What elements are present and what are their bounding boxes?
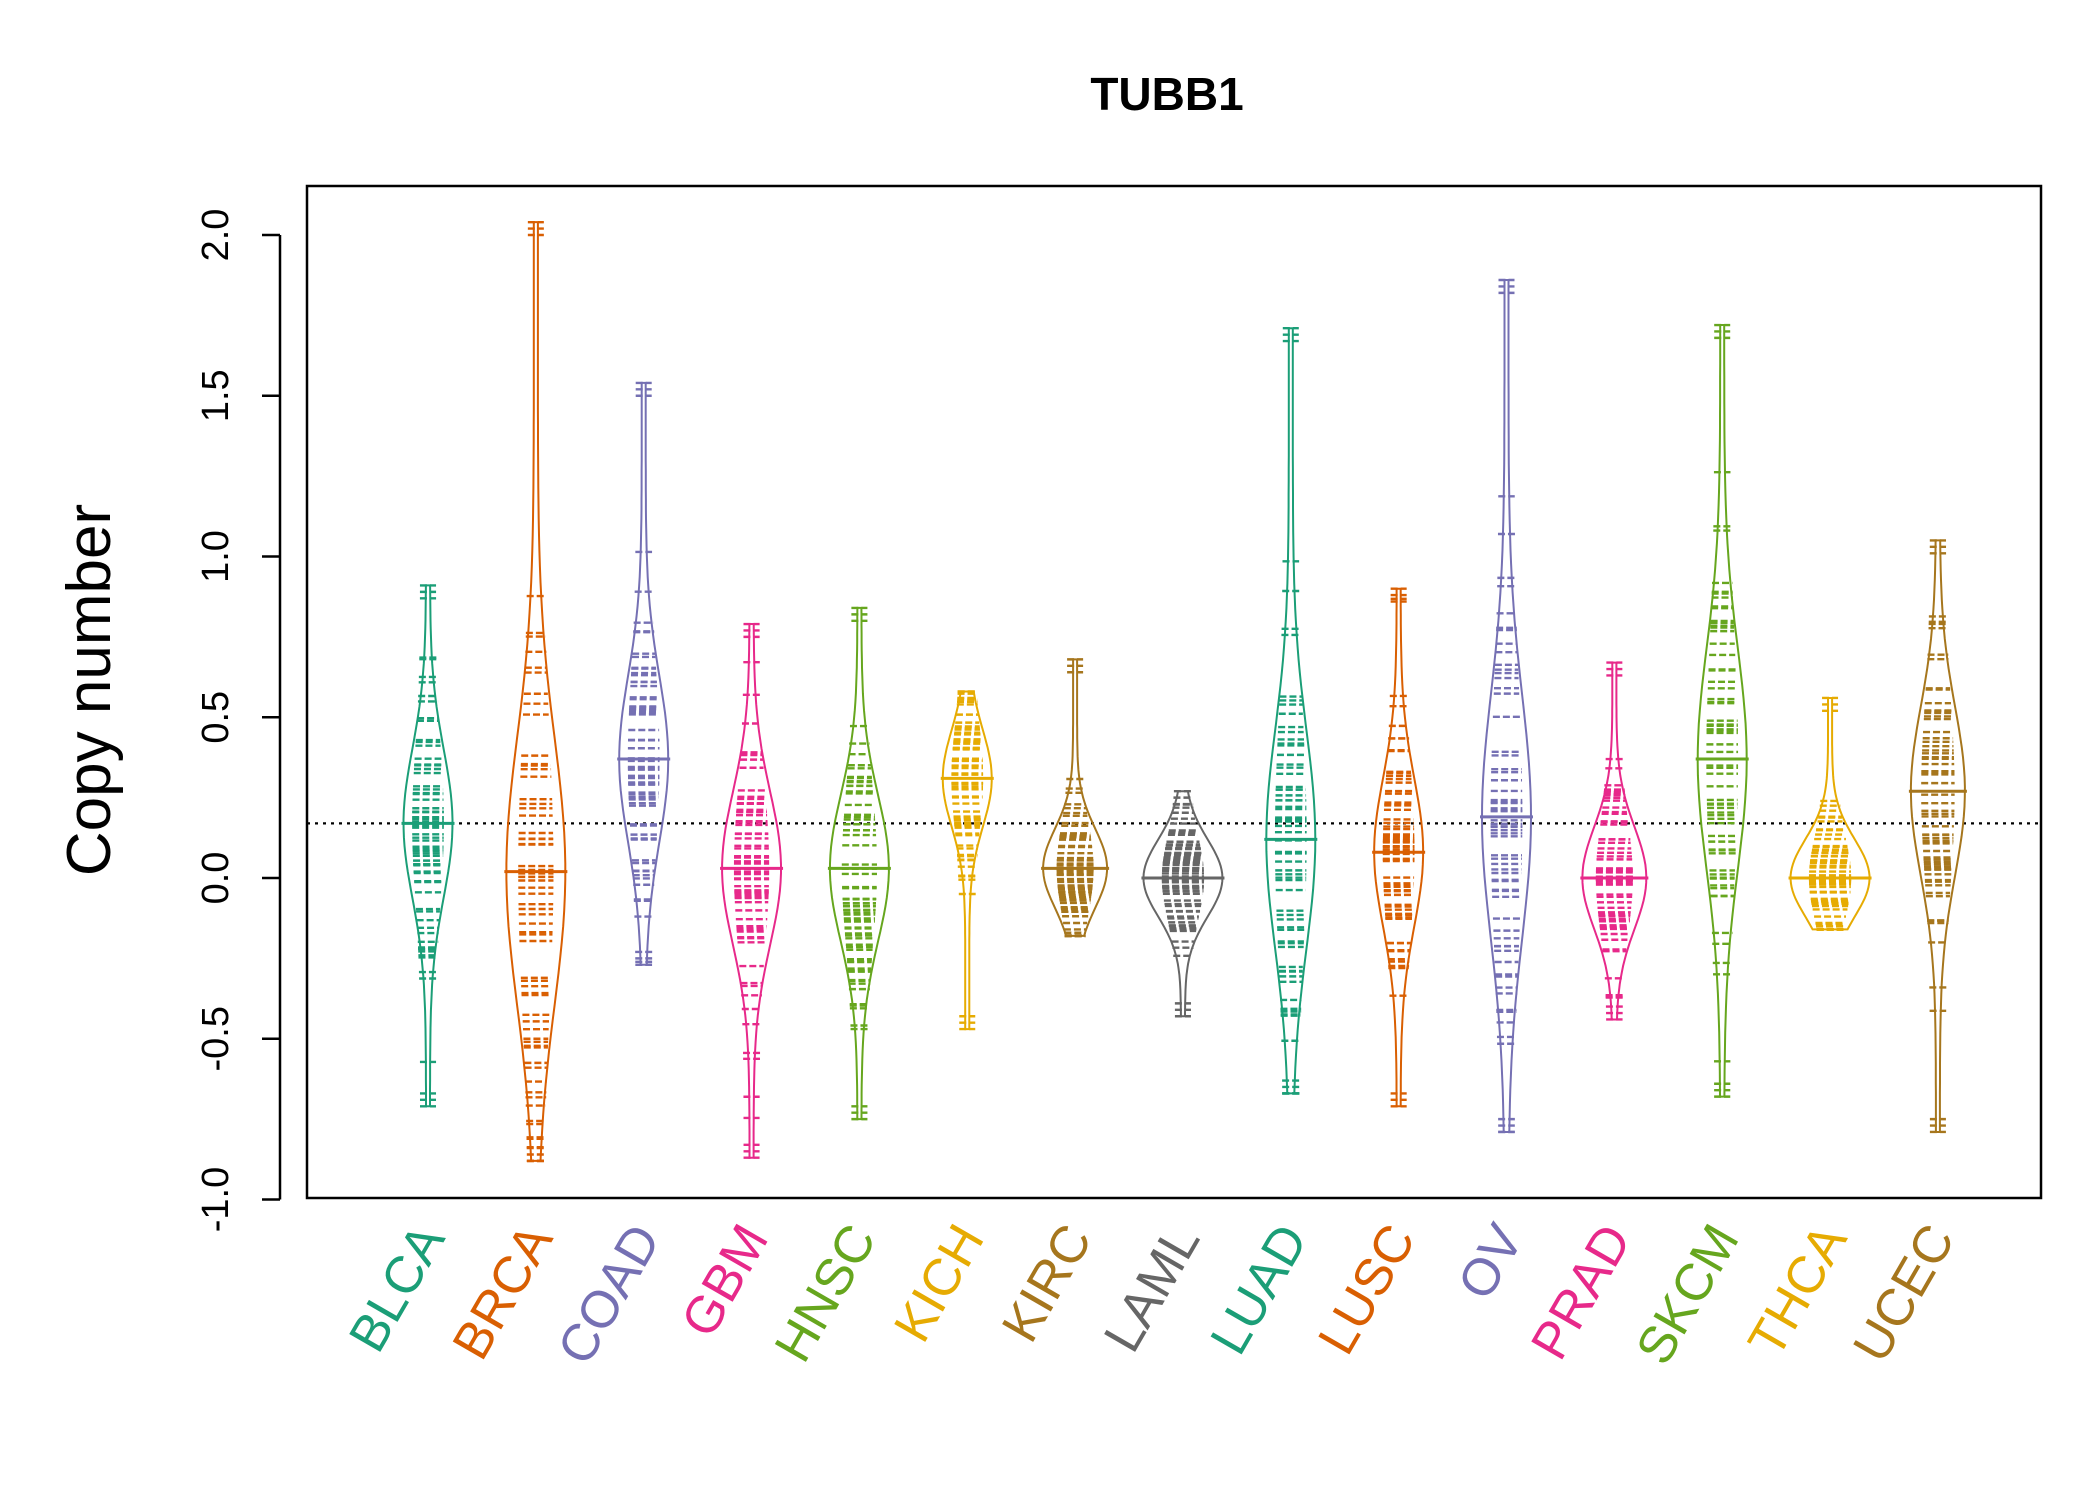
x-category-label: THCA xyxy=(1737,1215,1858,1367)
x-category-label: LUSC xyxy=(1307,1215,1427,1364)
x-category-label: PRAD xyxy=(1520,1215,1642,1369)
x-category-label: KIRC xyxy=(991,1215,1103,1352)
bean-density xyxy=(1789,697,1871,931)
bean-gbm xyxy=(720,622,784,1159)
chart-title: TUBB1 xyxy=(1090,68,1243,120)
y-tick-label: -1.0 xyxy=(195,1167,237,1232)
bean-lusc xyxy=(1372,587,1426,1108)
bean-density xyxy=(1480,279,1533,1133)
bean-brca xyxy=(504,220,568,1163)
bean-luad xyxy=(1264,327,1318,1095)
x-category-label: KICH xyxy=(883,1215,995,1352)
y-tick-label: 0.0 xyxy=(195,852,237,905)
y-tick-label: 1.5 xyxy=(195,369,237,422)
x-category-label: OV xyxy=(1447,1215,1535,1309)
bean-hnsc xyxy=(827,606,891,1121)
bean-coad xyxy=(617,381,671,967)
bean-density xyxy=(1581,661,1648,1021)
bean-thca xyxy=(1788,696,1872,931)
y-axis-label: Copy number xyxy=(55,504,124,876)
bean-kirc xyxy=(1041,658,1110,938)
bean-blca xyxy=(401,584,455,1108)
bean-ov xyxy=(1480,278,1533,1134)
x-category-label: BRCA xyxy=(442,1215,565,1369)
bean-skcm xyxy=(1695,323,1749,1098)
bean-density xyxy=(1142,790,1224,1018)
bean-prad xyxy=(1580,661,1649,1021)
bean-density xyxy=(1265,327,1317,1095)
y-tick-label: 2.0 xyxy=(195,209,237,262)
bean-kich xyxy=(940,690,994,1031)
y-tick-label: 1.0 xyxy=(195,530,237,583)
y-tick-label: 0.5 xyxy=(195,691,237,744)
x-category-label: LUAD xyxy=(1200,1215,1320,1364)
x-category-label: UCEC xyxy=(1842,1215,1966,1372)
x-category-label: COAD xyxy=(547,1215,672,1374)
x-category-label: SKCM xyxy=(1625,1215,1750,1374)
bean-density xyxy=(721,623,782,1159)
bean-density xyxy=(505,221,567,1162)
x-category-label: HNSC xyxy=(764,1215,888,1372)
bean-group xyxy=(401,220,1967,1163)
plot-frame xyxy=(305,184,2043,1200)
bean-density xyxy=(828,606,890,1121)
bean-ucec xyxy=(1908,539,1967,1134)
x-category-label: LAML xyxy=(1093,1215,1211,1362)
y-axis: -1.0 -0.5 0.0 0.5 1.0 1.5 2.0 xyxy=(195,209,282,1232)
bean-density xyxy=(1696,324,1748,1098)
x-category-label: GBM xyxy=(670,1215,779,1347)
bean-laml xyxy=(1141,789,1225,1018)
x-category-label: BLCA xyxy=(338,1215,456,1362)
y-tick-label: -0.5 xyxy=(195,1006,237,1071)
